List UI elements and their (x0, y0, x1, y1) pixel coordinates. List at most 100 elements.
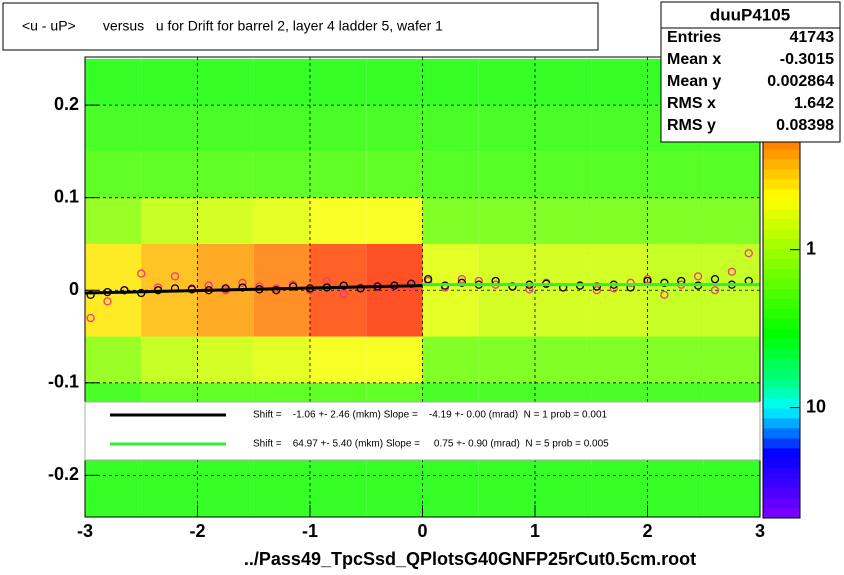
heatmap-cell (85, 336, 142, 383)
heatmap-cell (141, 197, 198, 244)
profile-point (626, 278, 635, 287)
heatmap-cell (197, 151, 254, 198)
heatmap-cell (591, 336, 648, 383)
heatmap-cell (85, 475, 142, 517)
profile-point (86, 313, 95, 323)
colorbar-segment (763, 418, 800, 429)
heatmap-cell (535, 151, 592, 198)
profile (84, 249, 760, 323)
profile-point (86, 290, 95, 300)
heatmap-cell (478, 243, 535, 291)
heatmap-cell (366, 105, 423, 152)
profile-point (592, 286, 602, 295)
profile-point (660, 290, 669, 300)
colorbar-segment (763, 269, 800, 280)
colorbar: 1 10 (762, 59, 826, 519)
profile-point (744, 249, 753, 258)
y-tick-label: -0.2 (48, 464, 79, 484)
heatmap-cell (141, 58, 198, 106)
colorbar-segment (763, 289, 800, 300)
heatmap-cell (253, 475, 310, 517)
heatmap-cell (253, 290, 310, 337)
axes: -3 -2 -1 0 1 2 3 -0.2 -0.1 0 0.1 0.2 (48, 94, 765, 541)
heatmap-cell (703, 290, 760, 337)
profile-point (727, 267, 737, 276)
heatmap-cell (703, 197, 760, 244)
heatmap-cell (141, 151, 198, 198)
heatmap-cell (253, 105, 310, 152)
profile-point (120, 286, 129, 295)
profile-point (288, 282, 298, 291)
heatmap-cell (703, 336, 760, 383)
heatmap-cell (422, 290, 479, 337)
heatmap-cell (591, 151, 648, 198)
heatmap-cell (647, 243, 704, 291)
stats-box: duuP4105 Entries 41743 Mean x -0.3015 Mean y… (660, 1, 841, 143)
profile-point (170, 272, 180, 281)
fit-line (84, 284, 423, 295)
colorbar-segment (763, 438, 800, 449)
profile-point (238, 278, 247, 287)
heatmap-cell (647, 197, 704, 244)
heatmap-cell (647, 151, 704, 198)
heatmap-cell (591, 243, 648, 291)
colorbar-segment (763, 169, 800, 180)
heatmap-cell (647, 290, 704, 337)
heatmap-cell (197, 58, 254, 106)
x-tick-label: 0 (417, 521, 427, 541)
stats-label: RMS x (667, 95, 716, 112)
heatmap-cell (85, 290, 142, 337)
colorbar-segment (763, 199, 800, 210)
x-tick-label: -1 (302, 521, 318, 541)
legend-label: Shift = 64.97 +- 5.40 (mkm) Slope = 0.75… (253, 439, 609, 450)
colorbar-segment (763, 179, 800, 190)
heatmap-cell (310, 197, 367, 244)
stats-label: RMS y (667, 117, 716, 134)
colorbar-segment (763, 298, 800, 310)
heatmap-cell (591, 58, 648, 106)
heatmap-cell (253, 151, 310, 198)
heatmap-cell (85, 58, 142, 106)
profile-point (457, 274, 467, 284)
heatmap-cell (366, 151, 423, 198)
heatmap-cell (197, 197, 254, 244)
colorbar-segment (763, 149, 800, 161)
chart-title: <u - uP> versus u for Drift for barrel 2… (22, 18, 443, 34)
heatmap-cell (253, 243, 310, 291)
colorbar-segment (763, 488, 800, 499)
x-tick-label: -3 (77, 521, 93, 541)
heatmap-cell (310, 105, 367, 152)
colorbar-segment (763, 508, 800, 519)
heatmap-cell (141, 290, 198, 337)
heatmap-cell (535, 290, 592, 337)
heatmap-cell (647, 475, 704, 517)
z-tick-label: 10 (806, 396, 826, 416)
profile-point (137, 269, 146, 278)
stats-value: 41743 (790, 29, 835, 46)
colorbar-segment (763, 428, 800, 439)
legend-box (84, 401, 761, 461)
heatmap-cell (85, 243, 142, 291)
colorbar-segment (763, 229, 800, 240)
profile-point (423, 274, 433, 284)
heatmap-cell (478, 58, 535, 106)
profile-point (457, 278, 467, 287)
heatmap-cell (591, 197, 648, 244)
colorbar-segment (763, 448, 800, 459)
stats-value: -0.3015 (780, 51, 834, 68)
stats-value: 0.002864 (767, 73, 834, 90)
heatmap-cell (141, 475, 198, 517)
heatmap-cell (422, 197, 479, 244)
colorbar-segment (763, 388, 800, 400)
colorbar-segment (763, 308, 800, 320)
heatmap-cell (197, 105, 254, 152)
colorbar-segment (763, 189, 800, 200)
colorbar-segment (763, 338, 800, 350)
heatmap-cell (591, 290, 648, 337)
colorbar-segment (763, 468, 800, 479)
heatmap-cell (310, 58, 367, 106)
heatmap-cell (478, 105, 535, 152)
heatmap-cell (310, 336, 367, 383)
heatmap-cell (197, 336, 254, 383)
